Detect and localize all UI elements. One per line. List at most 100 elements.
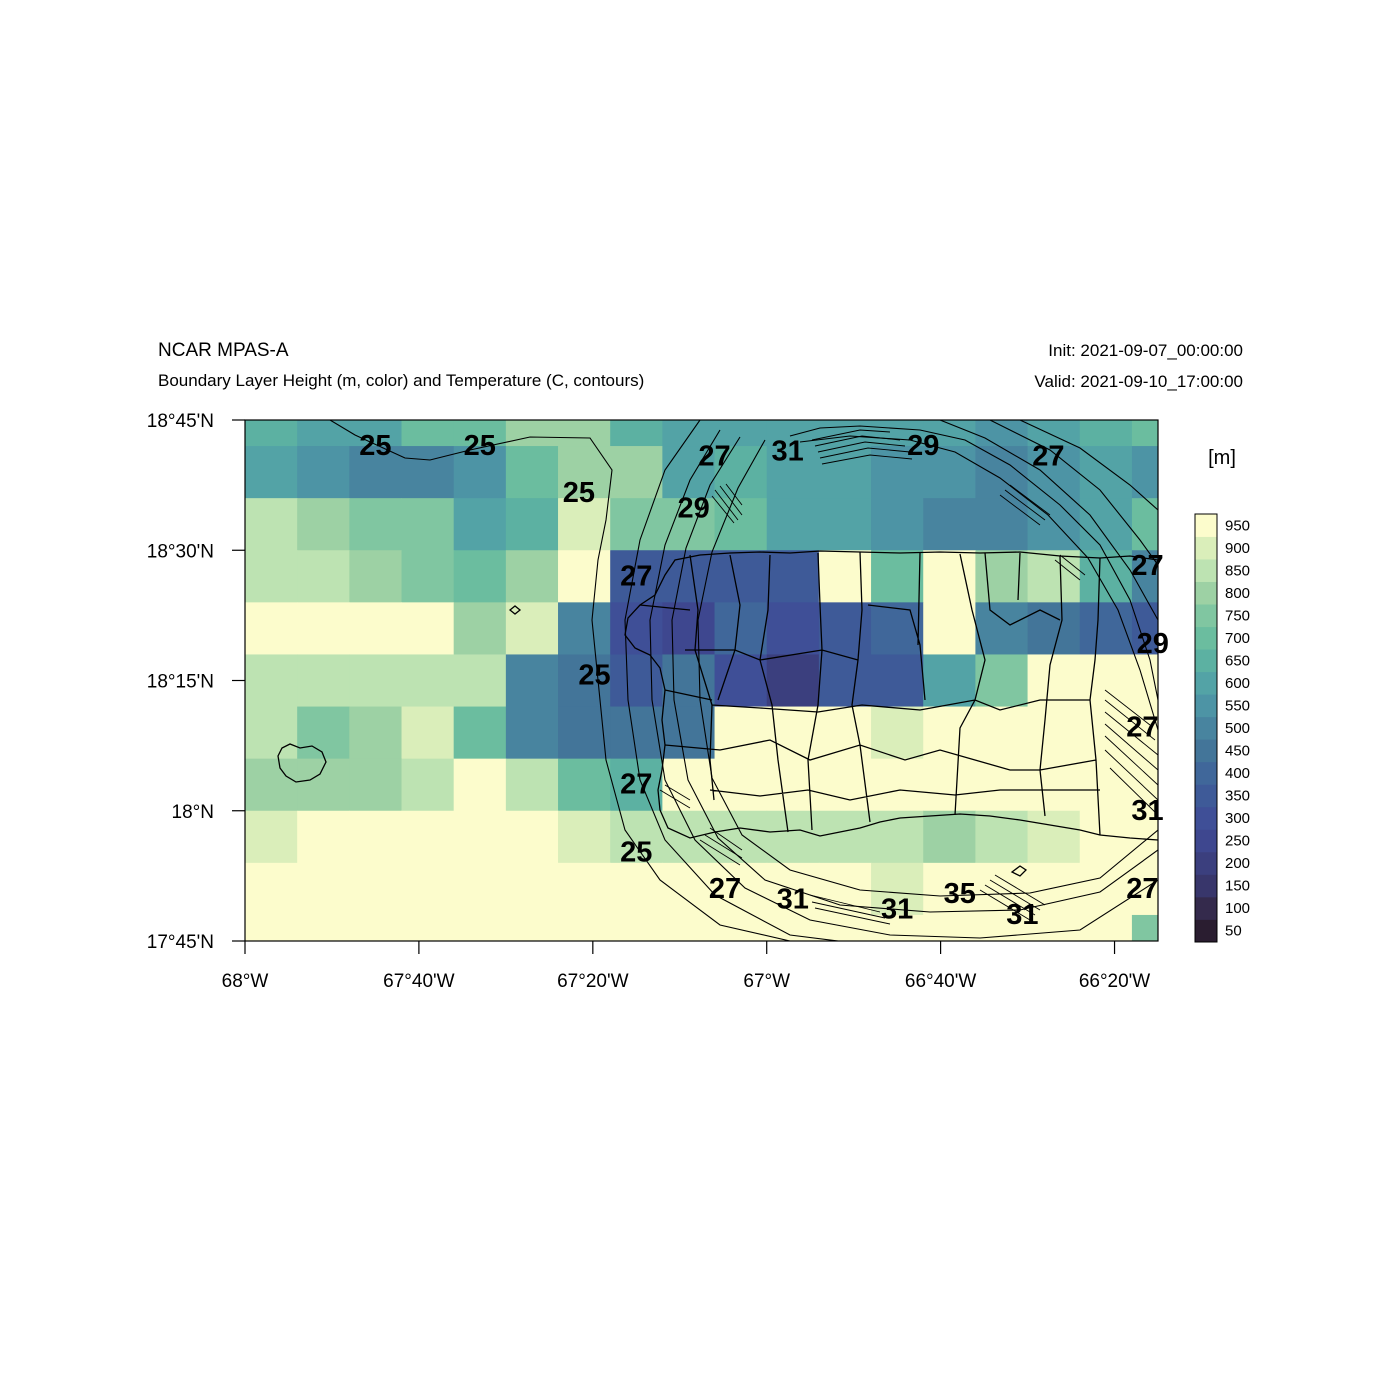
blh-cell <box>1027 706 1081 760</box>
blh-cell <box>349 810 403 864</box>
blh-cell <box>975 810 1029 864</box>
blh-cell <box>610 706 663 760</box>
blh-cell <box>662 550 716 603</box>
blh-cell <box>610 914 663 942</box>
blh-cell <box>975 602 1029 655</box>
blh-cell <box>662 758 716 812</box>
blh-cell <box>453 602 507 655</box>
contour-label: 29 <box>907 430 939 462</box>
blh-cell <box>245 706 298 760</box>
blh-cell <box>401 602 455 655</box>
blh-cell <box>975 706 1029 760</box>
blh-cell <box>297 602 350 655</box>
colorbar-swatch <box>1195 626 1217 650</box>
temperature-contours <box>329 420 1158 941</box>
blh-cell <box>714 602 768 655</box>
colorbar-frame <box>1194 513 1218 943</box>
blh-cell <box>245 758 298 812</box>
blh-cell <box>245 602 298 655</box>
lon-tick-label: 67°W <box>743 971 790 992</box>
colorbar-level-label: 400 <box>1225 765 1250 782</box>
colorbar-swatch <box>1195 761 1217 785</box>
blh-cell <box>401 654 455 708</box>
blh-cell <box>1079 602 1133 655</box>
colorbar-swatch <box>1195 514 1217 537</box>
colorbar-level-label: 550 <box>1225 697 1250 714</box>
colorbar-level-label: 650 <box>1225 652 1250 669</box>
blh-cell <box>714 498 768 551</box>
axis-ticks: 68°W 67°40'W 67°20'W 67°W 66°40'W 66°20'W 18°4… <box>147 411 1151 992</box>
blh-cell <box>975 758 1029 812</box>
colorbar-swatch <box>1195 919 1217 943</box>
blh-cell <box>818 602 872 655</box>
colorbar-level-label: 700 <box>1225 630 1250 647</box>
municipality-borders <box>639 551 1101 836</box>
blh-cell <box>1131 446 1159 499</box>
blh-cell <box>505 654 559 708</box>
blh-cell <box>297 446 350 499</box>
blh-cell <box>1027 498 1081 551</box>
blh-cell <box>610 498 663 551</box>
colorbar-swatch <box>1195 604 1217 628</box>
blh-cell <box>818 914 872 942</box>
blh-cell <box>766 602 820 655</box>
contour-label: 27 <box>620 769 652 801</box>
blh-cell <box>1027 420 1081 447</box>
blh-cell <box>505 758 559 812</box>
colorbar-level-label: 150 <box>1225 878 1250 895</box>
blh-cell <box>923 654 976 708</box>
plot-description-label: Boundary Layer Height (m, color) and Tem… <box>158 371 645 390</box>
colorbar-level-label: 200 <box>1225 855 1250 872</box>
blh-cell <box>453 758 507 812</box>
colorbar-swatch <box>1195 784 1217 808</box>
blh-cell <box>349 602 403 655</box>
colorbar-level-label: 600 <box>1225 675 1250 692</box>
colorbar-level-label: 900 <box>1225 540 1250 557</box>
colorbar-level-label: 800 <box>1225 585 1250 602</box>
blh-cell <box>297 914 350 942</box>
contour-line <box>697 439 1158 897</box>
blh-cell <box>401 810 455 864</box>
blh-cell <box>245 810 298 864</box>
blh-cell <box>1027 758 1081 812</box>
blh-cell <box>818 654 872 708</box>
blh-cell <box>1131 498 1159 551</box>
contour-label: 31 <box>777 883 809 915</box>
colorbar-level-label: 300 <box>1225 810 1250 827</box>
colorbar-swatch <box>1195 806 1217 830</box>
colorbar-swatch <box>1195 851 1217 875</box>
blh-cell <box>714 550 768 603</box>
blh-cell <box>558 810 611 864</box>
blh-cell <box>349 550 403 603</box>
blh-cell <box>401 498 455 551</box>
colorbar-unit-label: [m] <box>1208 447 1236 469</box>
colorbar-level-label: 500 <box>1225 720 1250 737</box>
blh-cell <box>610 810 663 864</box>
blh-color-grid <box>245 420 1159 942</box>
blh-cell <box>923 550 976 603</box>
desecheo-island-outline <box>508 605 522 615</box>
contour-line <box>989 420 1158 566</box>
contour-label: 27 <box>1126 711 1158 743</box>
model-name-label: NCAR MPAS-A <box>158 340 289 361</box>
blh-cell <box>923 758 976 812</box>
blh-cell <box>505 498 559 551</box>
blh-cell <box>558 654 611 708</box>
blh-cell <box>818 862 872 916</box>
blh-cell <box>1079 498 1133 551</box>
contour-line <box>939 420 1158 621</box>
blh-cell <box>975 446 1029 499</box>
lat-tick-label: 17°45'N <box>147 932 214 953</box>
blh-cell <box>401 446 455 499</box>
contour-label: 25 <box>563 477 595 509</box>
blh-cell <box>923 498 976 551</box>
blh-cell <box>1079 420 1133 447</box>
blh-cell <box>818 706 872 760</box>
blh-cell <box>297 654 350 708</box>
blh-cell <box>923 602 976 655</box>
lon-tick-label: 66°40'W <box>905 971 976 992</box>
blh-cell <box>558 758 611 812</box>
blh-cell <box>610 446 663 499</box>
contour-label: 25 <box>359 430 391 462</box>
